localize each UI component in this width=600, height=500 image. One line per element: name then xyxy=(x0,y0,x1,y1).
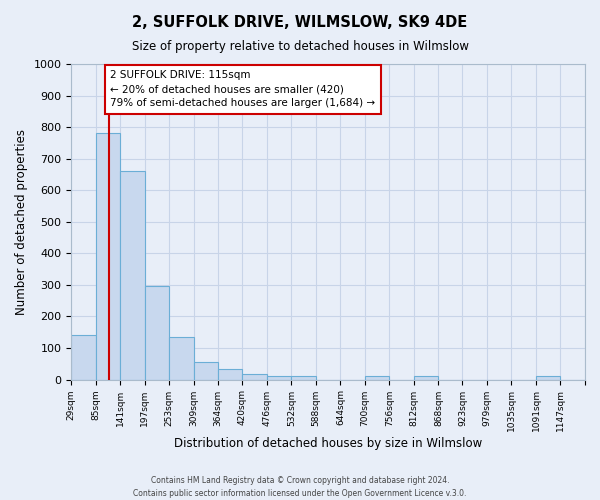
Bar xyxy=(267,376,292,380)
Text: 2 SUFFOLK DRIVE: 115sqm
← 20% of detached houses are smaller (420)
79% of semi-d: 2 SUFFOLK DRIVE: 115sqm ← 20% of detache… xyxy=(110,70,376,108)
Text: Size of property relative to detached houses in Wilmslow: Size of property relative to detached ho… xyxy=(131,40,469,53)
Bar xyxy=(414,376,439,380)
Bar xyxy=(169,337,194,380)
Bar xyxy=(145,286,169,380)
Text: Contains HM Land Registry data © Crown copyright and database right 2024.
Contai: Contains HM Land Registry data © Crown c… xyxy=(133,476,467,498)
Bar xyxy=(242,374,267,380)
Bar xyxy=(120,172,145,380)
Bar xyxy=(536,376,560,380)
X-axis label: Distribution of detached houses by size in Wilmslow: Distribution of detached houses by size … xyxy=(174,437,482,450)
Bar xyxy=(96,134,120,380)
Y-axis label: Number of detached properties: Number of detached properties xyxy=(15,129,28,315)
Bar xyxy=(71,336,96,380)
Text: 2, SUFFOLK DRIVE, WILMSLOW, SK9 4DE: 2, SUFFOLK DRIVE, WILMSLOW, SK9 4DE xyxy=(133,15,467,30)
Bar xyxy=(365,376,389,380)
Bar xyxy=(194,362,218,380)
Bar xyxy=(292,376,316,380)
Bar xyxy=(218,369,242,380)
